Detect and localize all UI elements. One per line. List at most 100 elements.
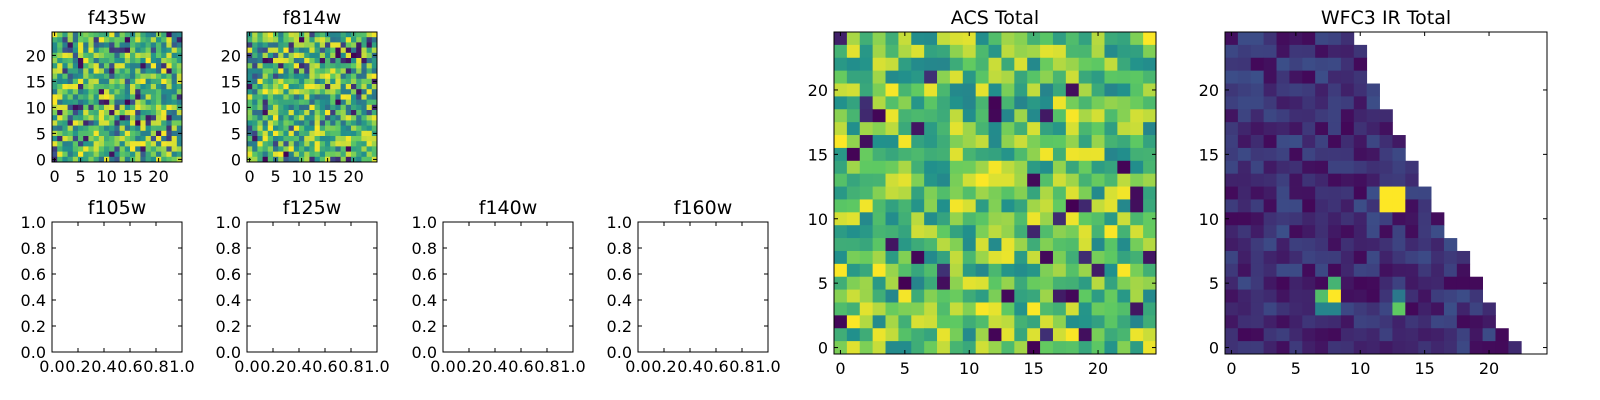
f814w-frame xyxy=(246,31,378,163)
f814w-cell xyxy=(356,156,362,163)
acs-total-cell xyxy=(1078,289,1092,303)
wfc3-ir-total-cell xyxy=(1340,160,1355,175)
acs-total-cell xyxy=(1027,32,1041,46)
f814w-cell xyxy=(247,141,253,147)
f160w-ytick-label: 0.0 xyxy=(607,343,632,362)
acs-total-cell xyxy=(846,160,861,175)
wfc3-ir-total-cell xyxy=(1431,250,1445,265)
f435w-cell xyxy=(156,84,162,90)
wfc3-ir-total-cell xyxy=(1353,341,1368,355)
f435w-cell xyxy=(130,99,136,106)
f435w-cell xyxy=(88,115,94,121)
acs-total-cell xyxy=(872,250,886,265)
f435w-cell xyxy=(72,37,79,43)
f435w-cell xyxy=(145,73,152,80)
acs-total-cell xyxy=(859,341,874,355)
acs-total-cell xyxy=(937,147,951,162)
f125w-frame xyxy=(246,221,378,353)
f814w-cell xyxy=(257,32,263,38)
f105w-xtick-label: 0.8 xyxy=(143,357,168,376)
f435w-cell xyxy=(98,89,105,95)
f435w-cell xyxy=(72,63,79,69)
f435w-cell xyxy=(171,78,178,85)
acs-total-cell xyxy=(1027,135,1041,149)
wfc3-ir-total-cell xyxy=(1353,225,1368,239)
f435w-cell xyxy=(83,104,89,111)
f435w-cell xyxy=(78,37,84,43)
f435w-cell xyxy=(57,104,63,111)
f435w-cell xyxy=(104,136,110,142)
f435w-cell xyxy=(98,120,105,126)
f814w-cell xyxy=(257,120,263,126)
f435w-cell xyxy=(98,47,105,54)
f435w-cell xyxy=(109,68,115,74)
f435w-cell xyxy=(67,42,74,48)
f814w-cell xyxy=(299,130,305,137)
acs-total-cell xyxy=(1091,109,1105,123)
acs-total-cell xyxy=(846,109,861,123)
f814w-cell xyxy=(340,151,347,158)
f435w-cell xyxy=(135,99,141,106)
f435w-cell xyxy=(130,73,136,80)
acs-total-cell xyxy=(1091,212,1105,226)
f814w-cell xyxy=(278,89,284,95)
f435w-cell xyxy=(104,58,110,64)
f814w-cell xyxy=(278,110,284,116)
wfc3-ir-total-cell xyxy=(1379,199,1393,213)
acs-total-cell xyxy=(872,109,886,123)
f435w-cell xyxy=(57,52,63,59)
acs-total-cell xyxy=(834,70,848,84)
f435w-cell xyxy=(83,141,89,147)
f814w-cell xyxy=(257,52,263,59)
acs-total-cell xyxy=(962,147,977,162)
f435w-cell xyxy=(114,73,120,80)
acs-total-cell xyxy=(1117,276,1131,290)
acs-total-cell xyxy=(834,44,848,59)
acs-total-cell xyxy=(1117,57,1131,72)
f814w-cell xyxy=(288,32,295,38)
wfc3-ir-total-cell xyxy=(1340,135,1355,149)
f435w-cell xyxy=(161,37,167,43)
f814w-cell xyxy=(262,99,269,106)
f814w-cell xyxy=(351,58,357,64)
wfc3-ir-total-cell xyxy=(1340,276,1355,290)
f435w-cell xyxy=(114,78,120,85)
f435w-cell xyxy=(145,151,152,158)
acs-total-cell xyxy=(885,70,899,84)
f435w-cell xyxy=(150,120,157,126)
f814w-cell xyxy=(293,141,300,147)
acs-total-cell xyxy=(1027,263,1041,278)
f814w-cell xyxy=(247,89,253,95)
wfc3-ir-total-cell xyxy=(1392,147,1406,162)
f435w-cell xyxy=(67,99,74,106)
wfc3-ir-total-cell xyxy=(1340,122,1355,136)
f814w-cell xyxy=(293,99,300,106)
f814w-cell xyxy=(335,89,341,95)
f814w-cell xyxy=(309,146,315,152)
f814w-cell xyxy=(366,84,373,90)
wfc3-ir-total-cell xyxy=(1276,250,1290,265)
f435w-cell xyxy=(93,115,100,121)
f814w-cell xyxy=(325,115,331,121)
acs-total-cell xyxy=(949,315,964,329)
acs-total-cell xyxy=(1001,147,1015,162)
f814w-cell xyxy=(283,63,289,69)
f814w-cell xyxy=(247,73,253,80)
f814w-cell xyxy=(325,73,331,80)
acs-total-cell xyxy=(1078,341,1092,355)
f435w-cell xyxy=(88,84,94,90)
f814w-cell xyxy=(361,73,367,80)
acs-total-cell xyxy=(872,199,886,213)
f435w-cell xyxy=(145,115,152,121)
f814w-cell xyxy=(309,115,315,121)
acs-total-cell xyxy=(1014,212,1028,226)
wfc3-ir-total-cell xyxy=(1340,263,1355,278)
wfc3-ir-total-cell xyxy=(1263,135,1277,149)
wfc3-ir-total-cell xyxy=(1328,109,1342,123)
wfc3-ir-total-cell xyxy=(1405,212,1419,226)
wfc3-ir-total-cell xyxy=(1366,238,1380,252)
acs-total-cell xyxy=(1052,199,1067,213)
f435w-cell xyxy=(119,42,126,48)
acs-total-cell xyxy=(1104,302,1118,316)
f814w-cell xyxy=(288,151,295,158)
